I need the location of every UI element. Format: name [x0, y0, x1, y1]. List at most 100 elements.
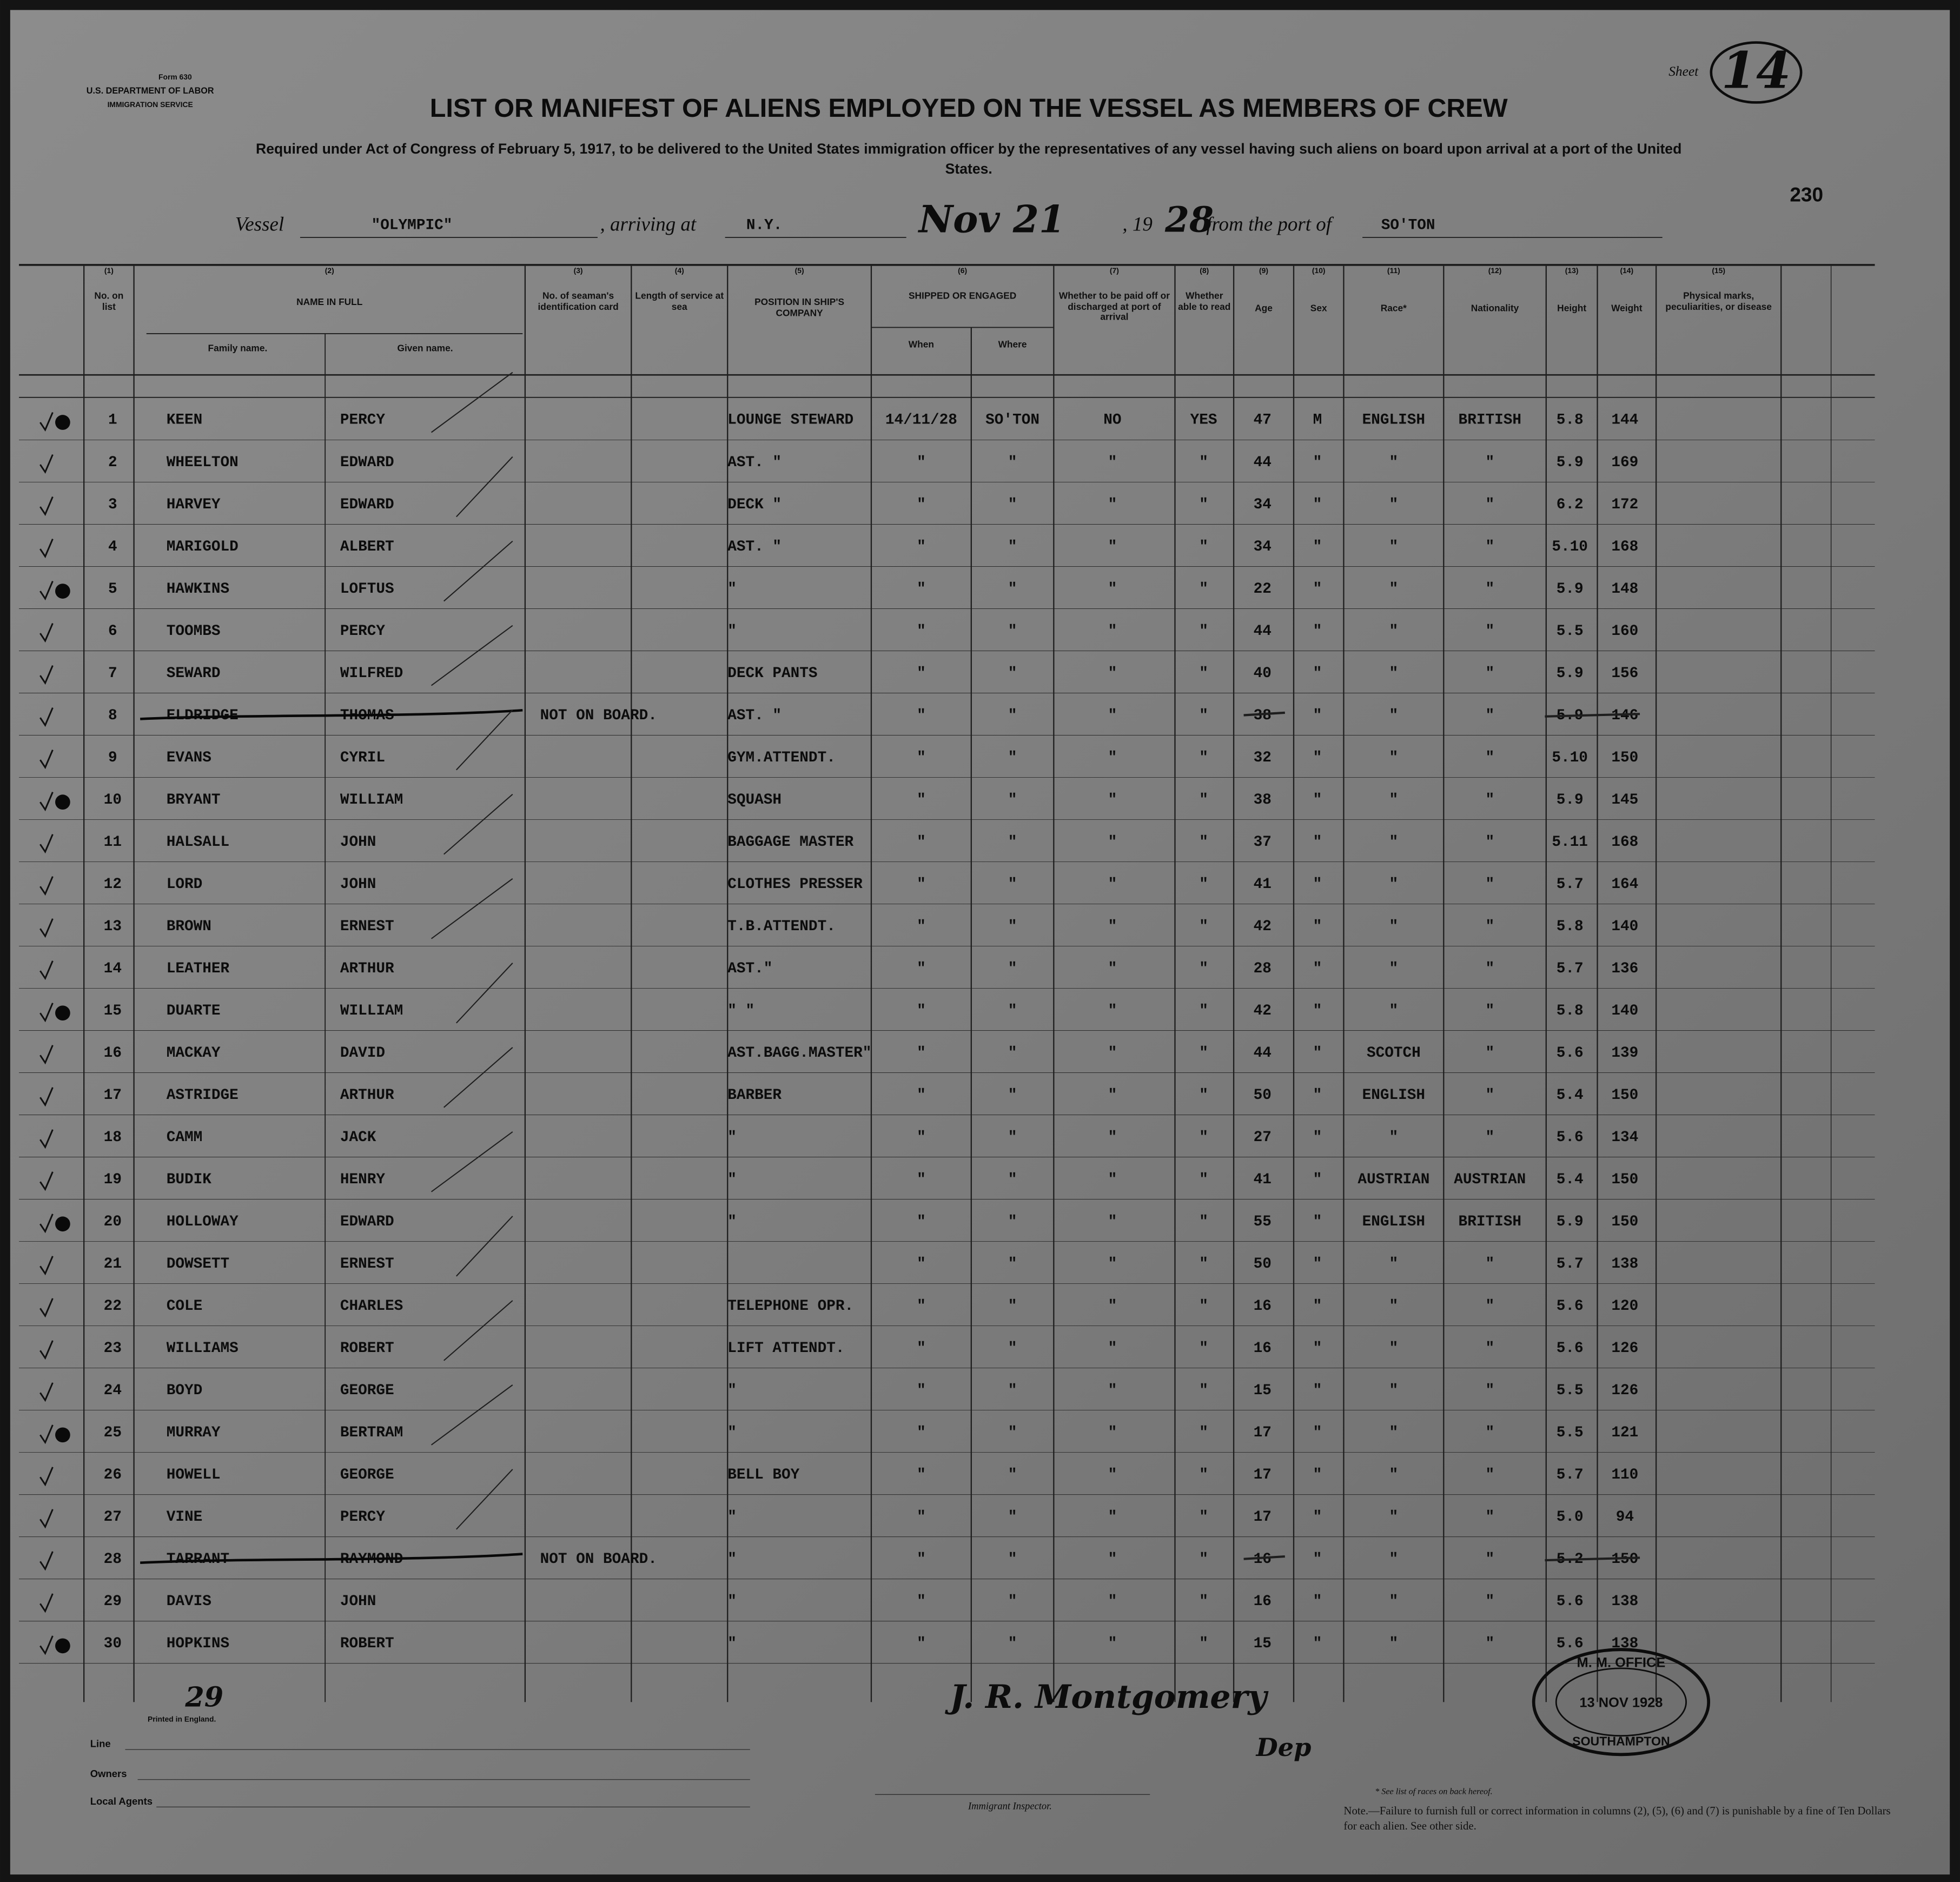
- cell: 5.9: [1557, 454, 1584, 471]
- cell: 6.2: [1557, 496, 1584, 513]
- cell: 12: [104, 876, 122, 893]
- column-label-box: No. on list: [94, 291, 123, 312]
- cell: 5.7: [1557, 1256, 1584, 1273]
- cell: LOUNGE STEWARD: [727, 412, 853, 429]
- cell: ": [917, 581, 926, 598]
- cell: ": [1108, 1509, 1117, 1526]
- cell: ": [1313, 834, 1322, 851]
- cell: BARBER: [727, 1087, 782, 1104]
- cell: ": [1389, 792, 1399, 809]
- cell: SCOTCH: [1367, 1045, 1421, 1062]
- cell: 136: [1611, 960, 1638, 977]
- check-mark: [39, 1045, 54, 1065]
- pen-tick: [431, 1131, 513, 1192]
- cell: ": [1008, 1087, 1017, 1104]
- column-number: (3): [574, 266, 583, 275]
- cell: ": [1008, 665, 1017, 682]
- cell: 55: [1254, 1214, 1272, 1230]
- column-label-box: Nationality: [1471, 304, 1519, 314]
- department: U.S. DEPARTMENT OF LABOR: [87, 86, 214, 96]
- column-label: SHIPPED OR ENGAGED: [908, 291, 1017, 301]
- subheader-box: Where: [998, 340, 1027, 350]
- cell: CYRIL: [340, 750, 385, 766]
- check-mark: [39, 581, 54, 601]
- cell: 22: [1254, 581, 1272, 598]
- cell: 5.8: [1557, 1003, 1584, 1019]
- cell: 14: [104, 960, 122, 977]
- cell: ": [1108, 454, 1117, 471]
- subtitle: Required under Act of Congress of Februa…: [256, 142, 1682, 177]
- cell: 14/11/28: [885, 412, 957, 429]
- inspector-label: Immigrant Inspector.: [968, 1801, 1052, 1812]
- column-number: (4): [675, 266, 684, 275]
- column-label-box: POSITION IN SHIP'S COMPANY: [754, 297, 844, 318]
- subheader: When: [908, 340, 934, 350]
- stamp-office: M. M. OFFICE: [1577, 1655, 1666, 1670]
- cell: 140: [1611, 918, 1638, 935]
- cell: ": [1485, 454, 1494, 471]
- cell: ": [1485, 707, 1494, 724]
- cell: BAGGAGE MASTER: [727, 834, 853, 851]
- cell: ": [1389, 1298, 1399, 1315]
- pen-tick: [456, 709, 513, 771]
- cell: ": [1108, 792, 1117, 809]
- cell: ": [727, 1509, 737, 1526]
- cell: ": [917, 792, 926, 809]
- cell: ": [1389, 454, 1399, 471]
- pen-tick: [456, 1469, 513, 1530]
- cell: ": [1199, 1467, 1208, 1483]
- cell: 16: [104, 1045, 122, 1062]
- cell: ": [1389, 1551, 1399, 1568]
- subtitle-box: Required under Act of Congress of Februa…: [256, 142, 1682, 177]
- cell: ": [1008, 1003, 1017, 1019]
- cell: ": [1108, 960, 1117, 977]
- cell: 41: [1254, 876, 1272, 893]
- cell: ": [1199, 1256, 1208, 1273]
- cell: 28: [104, 1551, 122, 1568]
- strike-line: [1243, 1555, 1285, 1560]
- cell: 27: [1254, 1129, 1272, 1146]
- cell: ": [1485, 1382, 1494, 1399]
- vessel-name: "OLYMPIC": [372, 217, 453, 234]
- column-label-box: Physical marks, peculiarities, or diseas…: [1665, 291, 1772, 312]
- check-mark: [39, 1635, 54, 1655]
- check-mark: [39, 876, 54, 896]
- cell: ": [1008, 1340, 1017, 1357]
- cell: ": [917, 1045, 926, 1062]
- column-number: (6): [958, 266, 967, 275]
- cell: 26: [104, 1467, 122, 1483]
- cell: 5.8: [1557, 918, 1584, 935]
- cell: ": [1199, 1593, 1208, 1610]
- cell: ": [917, 454, 926, 471]
- cell: ALBERT: [340, 539, 394, 555]
- cell: WILLIAM: [340, 792, 403, 809]
- cell: GEORGE: [340, 1382, 394, 1399]
- cell: 156: [1611, 665, 1638, 682]
- cell: DECK PANTS: [727, 665, 817, 682]
- cell: 138: [1611, 1593, 1638, 1610]
- column-label: Whether able to read: [1178, 291, 1231, 312]
- cell: AST. ": [727, 454, 782, 471]
- cell: JOHN: [340, 834, 376, 851]
- cell: ": [1108, 1551, 1117, 1568]
- cell: ": [1485, 750, 1494, 766]
- cell: 5.6: [1557, 1635, 1584, 1652]
- cell: 16: [1254, 1551, 1272, 1568]
- pen-tick: [431, 372, 513, 433]
- arrival-date: Nov 21: [918, 197, 1065, 241]
- cell: 18: [104, 1129, 122, 1146]
- check-mark: [39, 918, 54, 938]
- cell: ": [1313, 1045, 1322, 1062]
- cell: LOFTUS: [340, 581, 394, 598]
- check-mark: [39, 623, 54, 643]
- cell: JOHN: [340, 876, 376, 893]
- cell: ": [1485, 1003, 1494, 1019]
- manifest-table: (1) No. on list (2) NAME IN FULL (3) No. of s…: [19, 264, 1875, 1702]
- cell: 21: [104, 1256, 122, 1273]
- cell: 44: [1254, 1045, 1272, 1062]
- cell: DUARTE: [167, 1003, 221, 1019]
- cell: 23: [104, 1340, 122, 1357]
- cell: EDWARD: [340, 496, 394, 513]
- cell: ": [917, 1467, 926, 1483]
- cell: 140: [1611, 1003, 1638, 1019]
